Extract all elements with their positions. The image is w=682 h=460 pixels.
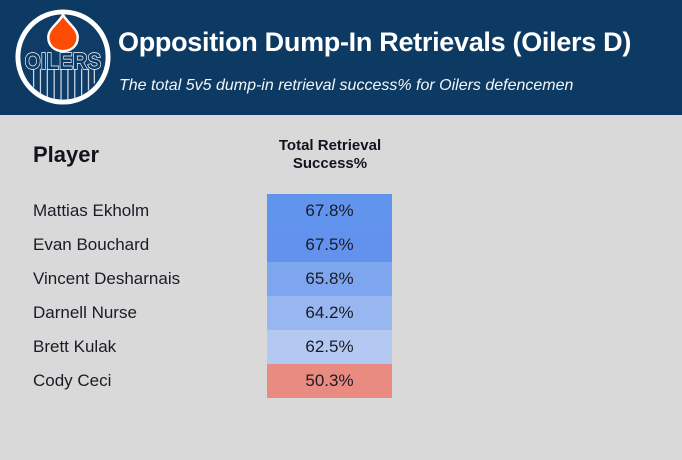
header-banner: OILERS Opposition Dump-In Retrievals (Oi… [0, 0, 682, 115]
player-name: Vincent Desharnais [33, 269, 181, 288]
column-header-success-line2: Success% [292, 155, 368, 172]
page-subtitle: The total 5v5 dump-in retrieval success%… [119, 77, 574, 94]
player-name: Cody Ceci [33, 371, 112, 390]
player-name: Mattias Ekholm [33, 201, 150, 220]
success-value-cell: 62.5% [267, 330, 392, 364]
column-header-player: Player [33, 142, 100, 167]
success-value-cell: 65.8% [267, 262, 392, 296]
table-row: Darnell Nurse 64.2% [0, 296, 682, 330]
player-name: Darnell Nurse [33, 303, 137, 322]
table-row: Evan Bouchard 67.5% [0, 228, 682, 262]
oilers-logo: OILERS [15, 9, 111, 105]
logo-wordmark: OILERS [25, 48, 101, 74]
table-row: Brett Kulak 62.5% [0, 330, 682, 364]
table-row: Mattias Ekholm 67.8% [0, 194, 682, 228]
player-name: Brett Kulak [33, 337, 117, 356]
success-value-cell: 64.2% [267, 296, 392, 330]
success-value-cell: 67.8% [267, 194, 392, 228]
table-row: Cody Ceci 50.3% [0, 364, 682, 398]
page-title: Opposition Dump-In Retrievals (Oilers D) [118, 27, 632, 57]
player-name: Evan Bouchard [33, 235, 150, 254]
column-header-success-line1: Total Retrieval [278, 137, 382, 154]
table-row: Vincent Desharnais 65.8% [0, 262, 682, 296]
column-header-success: Total Retrieval Success% [247, 137, 413, 173]
success-value-cell: 67.5% [267, 228, 392, 262]
oil-drop-icon [47, 12, 79, 53]
success-value-cell: 50.3% [267, 364, 392, 398]
logo-drip-lines [32, 68, 95, 102]
